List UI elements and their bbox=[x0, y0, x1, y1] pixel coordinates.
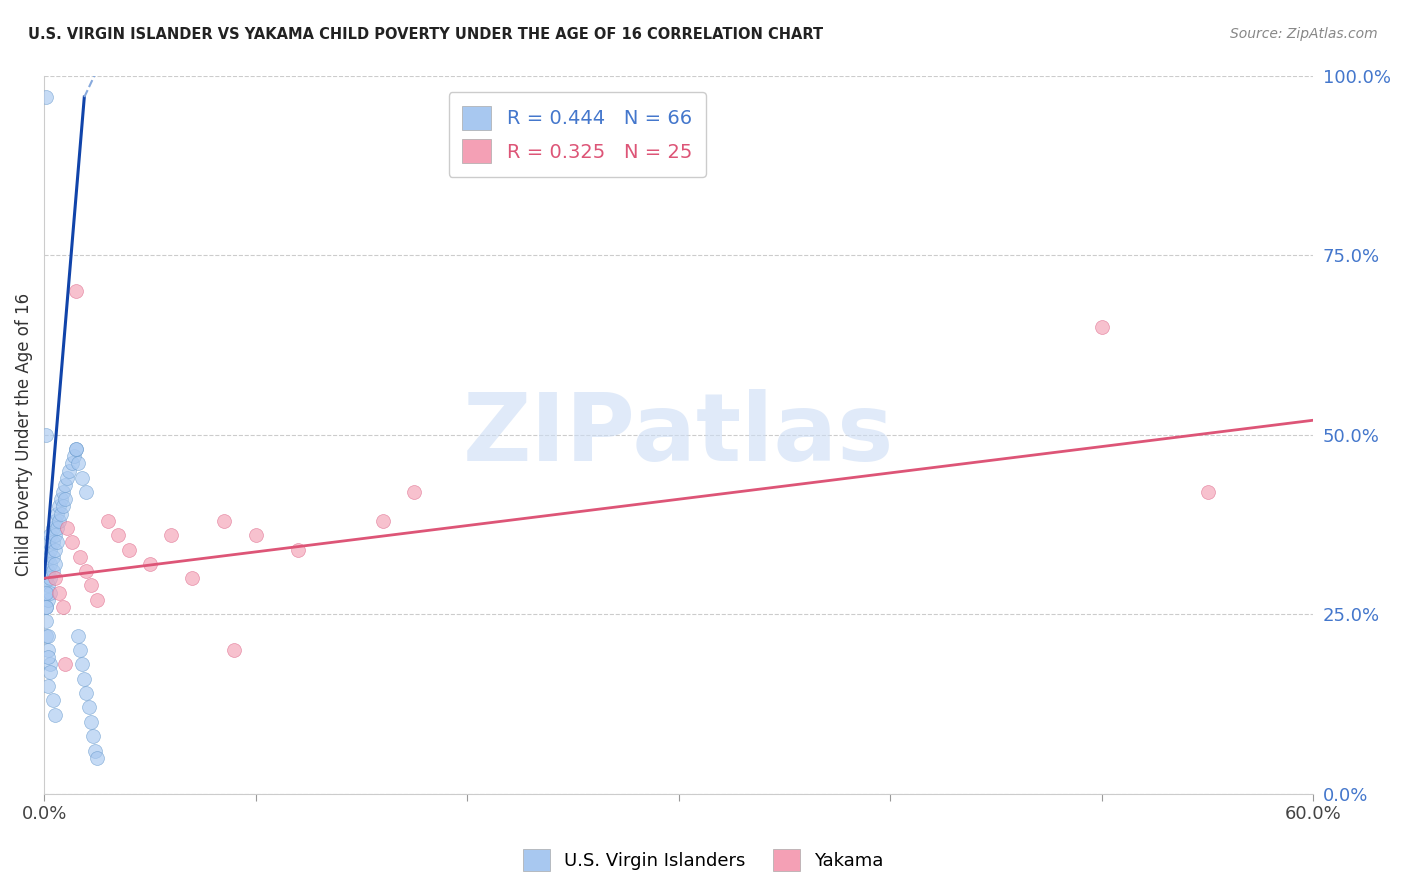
Point bbox=[82, 729, 104, 743]
Point bbox=[86, 751, 108, 765]
Point bbox=[41, 521, 63, 535]
Point bbox=[39, 557, 62, 571]
Point bbox=[53, 478, 76, 492]
Point bbox=[35, 629, 58, 643]
Point bbox=[1091, 319, 1114, 334]
Point bbox=[35, 571, 58, 585]
Point bbox=[245, 528, 267, 542]
Point bbox=[52, 485, 75, 500]
Point bbox=[41, 693, 63, 707]
Point bbox=[70, 471, 93, 485]
Point bbox=[69, 549, 91, 564]
Point bbox=[37, 650, 59, 665]
Point bbox=[35, 557, 58, 571]
Point bbox=[35, 599, 58, 614]
Point bbox=[62, 449, 84, 463]
Y-axis label: Child Poverty Under the Age of 16: Child Poverty Under the Age of 16 bbox=[15, 293, 32, 576]
Point bbox=[37, 549, 59, 564]
Point bbox=[77, 700, 100, 714]
Point bbox=[224, 643, 246, 657]
Point bbox=[75, 485, 97, 500]
Point bbox=[75, 686, 97, 700]
Point bbox=[79, 578, 101, 592]
Point bbox=[371, 514, 394, 528]
Point bbox=[73, 672, 96, 686]
Point bbox=[44, 514, 66, 528]
Point bbox=[56, 521, 79, 535]
Point bbox=[48, 585, 70, 599]
Point bbox=[65, 442, 87, 456]
Point bbox=[44, 707, 66, 722]
Point bbox=[107, 528, 129, 542]
Point bbox=[60, 535, 83, 549]
Point bbox=[66, 456, 89, 470]
Point bbox=[39, 665, 62, 679]
Point bbox=[35, 585, 58, 599]
Point bbox=[37, 679, 59, 693]
Point bbox=[41, 535, 63, 549]
Point bbox=[37, 592, 59, 607]
Point bbox=[37, 578, 59, 592]
Legend: R = 0.444   N = 66, R = 0.325   N = 25: R = 0.444 N = 66, R = 0.325 N = 25 bbox=[449, 93, 706, 177]
Point bbox=[56, 471, 79, 485]
Point bbox=[39, 528, 62, 542]
Point bbox=[45, 507, 67, 521]
Point bbox=[49, 492, 72, 507]
Point bbox=[66, 629, 89, 643]
Point bbox=[44, 571, 66, 585]
Point bbox=[75, 564, 97, 578]
Point bbox=[97, 514, 120, 528]
Point bbox=[70, 657, 93, 672]
Point bbox=[52, 500, 75, 514]
Point bbox=[35, 90, 58, 104]
Text: Source: ZipAtlas.com: Source: ZipAtlas.com bbox=[1230, 27, 1378, 41]
Point bbox=[118, 542, 141, 557]
Point bbox=[35, 615, 58, 629]
Point bbox=[39, 585, 62, 599]
Point bbox=[41, 564, 63, 578]
Point bbox=[404, 485, 426, 500]
Point bbox=[79, 714, 101, 729]
Point bbox=[35, 427, 58, 442]
Point bbox=[86, 592, 108, 607]
Point bbox=[69, 643, 91, 657]
Point bbox=[45, 535, 67, 549]
Point bbox=[52, 599, 75, 614]
Point bbox=[45, 521, 67, 535]
Point bbox=[1197, 485, 1219, 500]
Point bbox=[53, 657, 76, 672]
Point bbox=[35, 585, 58, 599]
Point bbox=[41, 549, 63, 564]
Point bbox=[37, 643, 59, 657]
Point bbox=[39, 542, 62, 557]
Point bbox=[37, 564, 59, 578]
Point bbox=[44, 557, 66, 571]
Point bbox=[58, 463, 80, 477]
Point bbox=[181, 571, 204, 585]
Point bbox=[48, 500, 70, 514]
Point bbox=[65, 442, 87, 456]
Point bbox=[53, 492, 76, 507]
Point bbox=[44, 528, 66, 542]
Point bbox=[39, 657, 62, 672]
Text: U.S. VIRGIN ISLANDER VS YAKAMA CHILD POVERTY UNDER THE AGE OF 16 CORRELATION CHA: U.S. VIRGIN ISLANDER VS YAKAMA CHILD POV… bbox=[28, 27, 824, 42]
Legend: U.S. Virgin Islanders, Yakama: U.S. Virgin Islanders, Yakama bbox=[516, 842, 890, 879]
Point bbox=[44, 542, 66, 557]
Text: ZIPatlas: ZIPatlas bbox=[463, 389, 894, 481]
Point bbox=[60, 456, 83, 470]
Point bbox=[65, 284, 87, 298]
Point bbox=[139, 557, 162, 571]
Point bbox=[287, 542, 309, 557]
Point bbox=[160, 528, 183, 542]
Point bbox=[37, 629, 59, 643]
Point bbox=[212, 514, 235, 528]
Point bbox=[37, 535, 59, 549]
Point bbox=[48, 514, 70, 528]
Point bbox=[83, 743, 105, 757]
Point bbox=[35, 599, 58, 614]
Point bbox=[49, 507, 72, 521]
Point bbox=[39, 571, 62, 585]
